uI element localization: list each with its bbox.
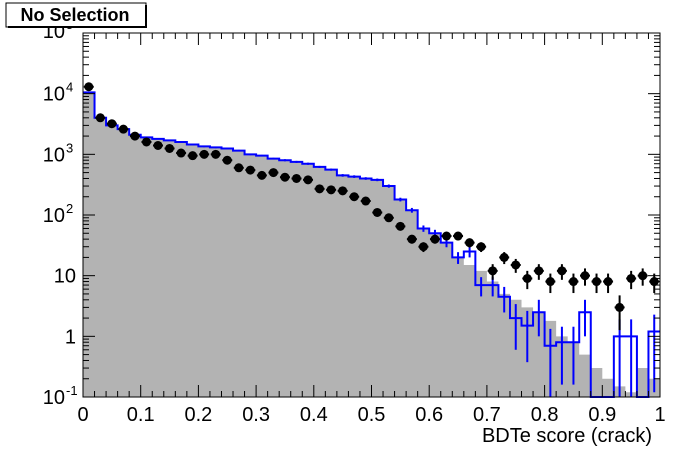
plot-area <box>83 82 660 398</box>
data-point <box>199 149 209 159</box>
data-point <box>442 231 452 241</box>
data-point <box>153 140 163 150</box>
data-point <box>107 119 117 129</box>
y-tick-exponent: 3 <box>66 140 73 155</box>
data-point <box>453 231 463 241</box>
y-tick-label: 10 <box>54 266 76 288</box>
x-tick-label: 0.5 <box>358 404 386 426</box>
data-point <box>603 277 613 287</box>
data-point <box>476 242 486 252</box>
data-point <box>349 192 359 202</box>
data-point <box>361 196 371 206</box>
data-point <box>303 175 313 185</box>
data-point <box>222 155 232 165</box>
y-tick-label: 10 <box>43 84 65 106</box>
data-point <box>141 137 151 147</box>
data-point <box>384 213 394 223</box>
y-tick-label: 10 <box>43 144 65 166</box>
data-point <box>188 151 198 161</box>
data-point <box>407 234 417 244</box>
data-point <box>499 252 509 262</box>
data-point <box>372 207 382 217</box>
y-tick-exponent: 4 <box>66 80 73 95</box>
x-tick-label: 0.1 <box>127 404 155 426</box>
data-point <box>615 302 625 312</box>
data-point <box>315 184 325 194</box>
x-tick-label: 0.7 <box>473 404 501 426</box>
data-point <box>568 277 578 287</box>
x-tick-label: 0 <box>77 404 88 426</box>
data-point <box>118 124 128 134</box>
y-tick-exponent: -1 <box>66 383 78 398</box>
x-tick-label: 0.4 <box>300 404 328 426</box>
data-point <box>580 271 590 281</box>
x-tick-label: 0.9 <box>588 404 616 426</box>
data-point <box>592 277 602 287</box>
x-axis-title: BDTe score (crack) <box>482 425 652 447</box>
data-point <box>418 242 428 252</box>
chart-title: No Selection <box>20 5 129 25</box>
data-point <box>430 234 440 244</box>
data-point <box>522 273 532 283</box>
x-tick-label: 0.6 <box>415 404 443 426</box>
title-box: No Selection <box>5 2 147 28</box>
data-point <box>488 266 498 276</box>
data-point <box>638 271 648 281</box>
y-tick-label: 10 <box>43 205 65 227</box>
data-point <box>84 82 94 92</box>
data-point <box>257 170 267 180</box>
data-point <box>95 113 105 123</box>
data-point <box>268 168 278 178</box>
data-point <box>465 238 475 248</box>
blue-histogram-line <box>83 91 660 398</box>
data-point <box>326 185 336 195</box>
data-point <box>291 173 301 183</box>
data-point <box>234 163 244 173</box>
data-point <box>280 172 290 182</box>
y-tick-label: 1 <box>65 326 76 348</box>
data-point <box>245 165 255 175</box>
x-tick-label: 0.2 <box>184 404 212 426</box>
data-point <box>211 149 221 159</box>
x-tick-label: 0.8 <box>531 404 559 426</box>
x-tick-label: 0.3 <box>242 404 270 426</box>
data-point <box>545 277 555 287</box>
x-tick-label: 1 <box>654 404 665 426</box>
data-point <box>165 143 175 153</box>
data-point <box>511 260 521 270</box>
data-point <box>395 221 405 231</box>
y-tick-label: 10 <box>43 387 65 409</box>
data-point <box>534 266 544 276</box>
data-point <box>557 266 567 276</box>
data-point <box>338 186 348 196</box>
data-point <box>626 273 636 283</box>
y-tick-exponent: 2 <box>66 201 73 216</box>
data-point <box>130 131 140 141</box>
data-point <box>176 148 186 158</box>
